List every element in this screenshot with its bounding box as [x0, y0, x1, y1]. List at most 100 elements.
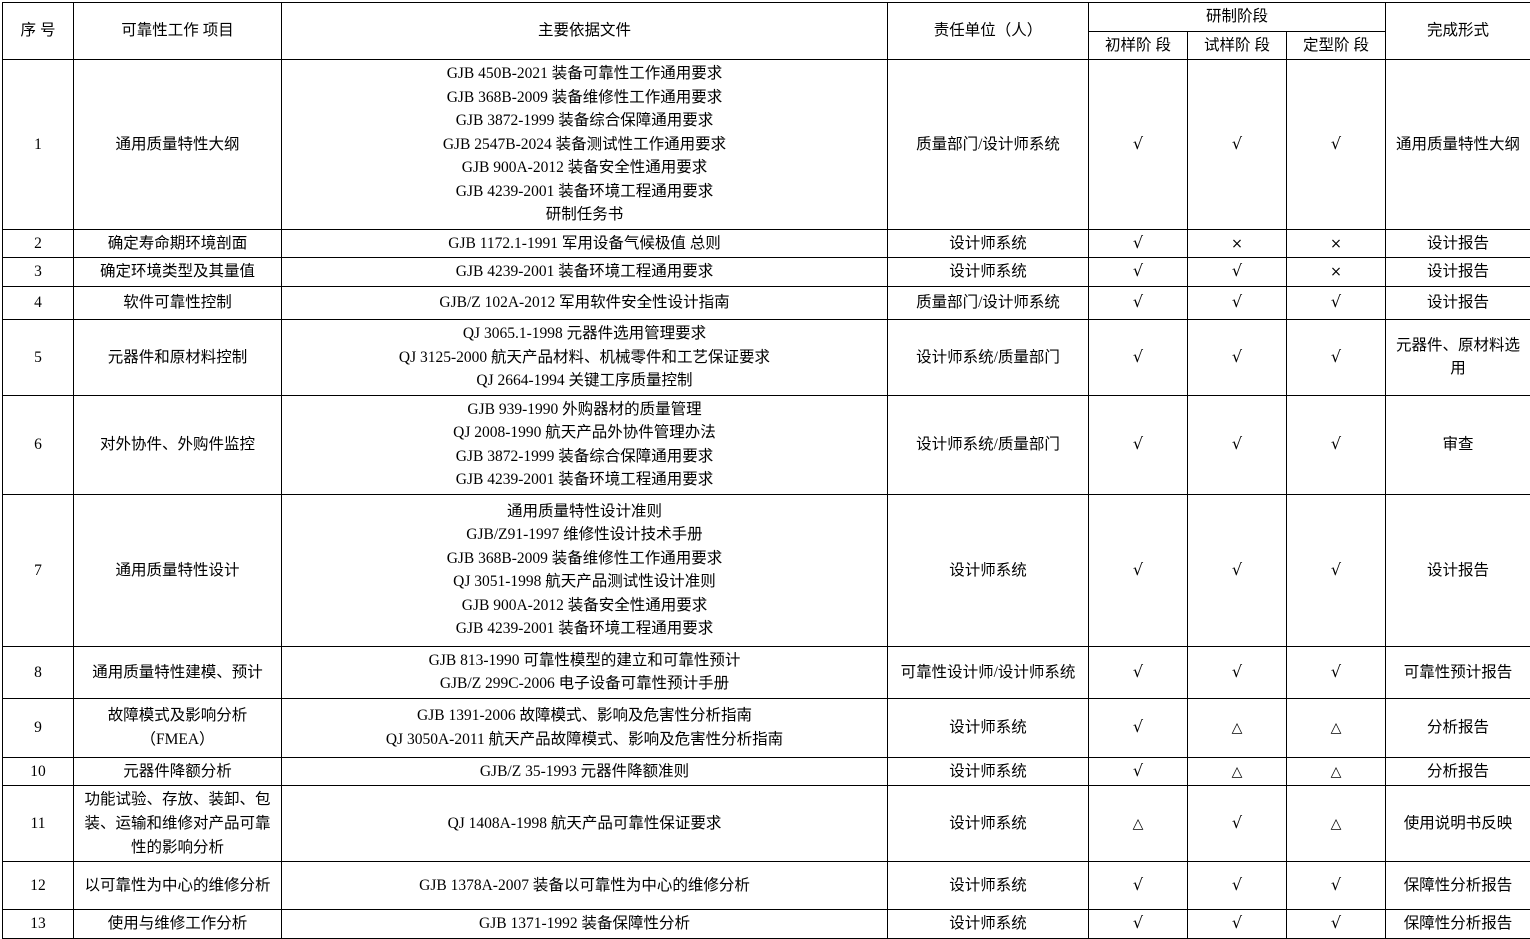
cell-completion-form: 设计报告 [1386, 229, 1530, 258]
reference-document-line: GJB 368B-2009 装备维修性工作通用要求 [285, 547, 884, 571]
table-row: 2 确定寿命期环境剖面 GJB 1172.1-1991 军用设备气候极值 总则 设计师… [3, 229, 1530, 258]
cell-sequence-number: 12 [3, 862, 74, 910]
cell-work-item: 元器件和原材料控制 [74, 320, 282, 396]
stage-mark: √ [1133, 434, 1143, 453]
work-item-line: 确定环境类型及其量值 [100, 263, 255, 280]
reference-document-line: GJB/Z 299C-2006 电子设备可靠性预计手册 [285, 672, 884, 696]
header-stage-trial-line-2: 段 [1254, 37, 1270, 54]
reference-document-line: GJB 3872-1999 装备综合保障通用要求 [285, 445, 884, 469]
reference-document-line: QJ 3065.1-1998 元器件选用管理要求 [285, 322, 884, 346]
cell-reference-documents: GJB 4239-2001 装备环境工程通用要求 [282, 258, 888, 287]
cell-responsible-unit: 设计师系统/质量部门 [888, 320, 1089, 396]
cell-work-item: 确定环境类型及其量值 [74, 258, 282, 287]
stage-mark: √ [1331, 292, 1341, 311]
cell-completion-form: 设计报告 [1386, 287, 1530, 320]
cell-completion-form: 使用说明书反映 [1386, 786, 1530, 862]
stage-mark: √ [1331, 347, 1341, 366]
stage-mark: √ [1133, 347, 1143, 366]
cell-stage-finalized: √ [1287, 862, 1386, 910]
reference-document-line: QJ 3050A-2011 航天产品故障模式、影响及危害性分析指南 [285, 728, 884, 752]
reference-document-line: GJB/Z91-1997 维修性设计技术手册 [285, 523, 884, 547]
cell-sequence-number: 9 [3, 698, 74, 757]
header-stage-finalized: 定型阶 段 [1287, 31, 1386, 60]
work-item-line: 软件可靠性控制 [123, 294, 232, 311]
cell-sequence-number: 3 [3, 258, 74, 287]
header-development-stage-group: 研制阶段 [1089, 3, 1386, 32]
cell-work-item: 通用质量特性建模、预计 [74, 646, 282, 698]
reference-document-line: GJB 1391-2006 故障模式、影响及危害性分析指南 [285, 704, 884, 728]
cell-completion-form: 设计报告 [1386, 258, 1530, 287]
cell-stage-finalized: √ [1287, 646, 1386, 698]
stage-mark: √ [1331, 134, 1341, 153]
header-stage-trial-line-1: 试样阶 [1204, 37, 1251, 54]
header-seq: 序 号 [3, 3, 74, 60]
completion-form-line: 设计报告 [1427, 235, 1489, 252]
cell-sequence-number: 1 [3, 60, 74, 230]
cell-stage-trial: × [1188, 229, 1287, 258]
cell-stage-prototype: √ [1089, 320, 1188, 396]
cell-work-item: 通用质量特性大纲 [74, 60, 282, 230]
cell-stage-finalized: △ [1287, 698, 1386, 757]
stage-mark: √ [1133, 292, 1143, 311]
work-item-line: 对外协件、外购件监控 [100, 436, 255, 453]
reference-document-line: GJB 4239-2001 装备环境工程通用要求 [285, 180, 884, 204]
cell-stage-prototype: √ [1089, 395, 1188, 494]
reference-document-line: GJB/Z 35-1993 元器件降额准则 [285, 760, 884, 784]
stage-mark: √ [1133, 261, 1143, 280]
responsible-unit-line: 设计师系统 [949, 235, 1027, 252]
cell-work-item: 使用与维修工作分析 [74, 910, 282, 939]
responsible-unit-line: 统 [1060, 664, 1076, 681]
cell-responsible-unit: 设计师系统 [888, 786, 1089, 862]
stage-mark: √ [1133, 233, 1143, 252]
completion-form-line: 使用说明书反映 [1404, 815, 1513, 832]
reference-document-line: QJ 1408A-1998 航天产品可靠性保证要求 [285, 812, 884, 836]
cell-stage-finalized: √ [1287, 494, 1386, 646]
stage-mark: × [1330, 264, 1342, 280]
responsible-unit-line: 设计师系统 [949, 763, 1027, 780]
cell-reference-documents: GJB 1378A-2007 装备以可靠性为中心的维修分析 [282, 862, 888, 910]
cell-responsible-unit: 设计师系统 [888, 229, 1089, 258]
reference-document-line: GJB 450B-2021 装备可靠性工作通用要求 [285, 62, 884, 86]
work-item-line: 元器件降额分析 [123, 763, 232, 780]
cell-stage-prototype: √ [1089, 258, 1188, 287]
work-item-line: 确定寿命期环境剖面 [108, 235, 248, 252]
header-seq-line-1: 序 [21, 22, 37, 39]
cell-stage-finalized: √ [1287, 395, 1386, 494]
header-row-1: 序 号 可靠性工作 项目 主要依据文件 责任单位（人） 研制阶段 完成形式 [3, 3, 1530, 32]
cell-sequence-number: 2 [3, 229, 74, 258]
cell-completion-form: 通用质量特性大纲 [1386, 60, 1530, 230]
cell-stage-prototype: √ [1089, 910, 1188, 939]
reference-document-line: GJB 1371-1992 装备保障性分析 [285, 912, 884, 936]
cell-work-item: 通用质量特性设计 [74, 494, 282, 646]
cell-stage-finalized: √ [1287, 287, 1386, 320]
stage-mark: √ [1331, 434, 1341, 453]
header-stage-finalized-line-1: 定型阶 [1303, 37, 1350, 54]
reference-document-line: GJB 1378A-2007 装备以可靠性为中心的维修分析 [285, 874, 884, 898]
reference-document-line: GJB 2547B-2024 装备测试性工作通用要求 [285, 133, 884, 157]
cell-responsible-unit: 设计师系统 [888, 910, 1089, 939]
stage-mark: √ [1331, 875, 1341, 894]
work-item-line: 通用质量特性大纲 [115, 136, 239, 153]
cell-stage-finalized: △ [1287, 786, 1386, 862]
work-item-line: 通用质量特性建模、预计 [92, 664, 263, 681]
cell-reference-documents: GJB 1371-1992 装备保障性分析 [282, 910, 888, 939]
stage-mark: √ [1232, 261, 1242, 280]
cell-reference-documents: GJB 1172.1-1991 军用设备气候极值 总则 [282, 229, 888, 258]
cell-work-item: 故障模式及影响分析（FMEA） [74, 698, 282, 757]
cell-stage-trial: √ [1188, 786, 1287, 862]
responsible-unit-line: 设计师系统 [949, 562, 1027, 579]
work-item-line: 使用与维修工作分析 [108, 915, 248, 932]
header-stage-finalized-line-2: 段 [1353, 37, 1369, 54]
stage-mark: √ [1232, 813, 1242, 832]
cell-responsible-unit: 设计师系统 [888, 757, 1089, 786]
reference-document-line: GJB/Z 102A-2012 军用软件安全性设计指南 [285, 291, 884, 315]
completion-form-line: 设计报告 [1427, 263, 1489, 280]
completion-form-line: 通用质量特性大 [1396, 136, 1505, 153]
work-item-line: 元器件和原材料控制 [108, 349, 248, 366]
reference-document-line: GJB 4239-2001 装备环境工程通用要求 [285, 617, 884, 641]
cell-stage-trial: √ [1188, 646, 1287, 698]
